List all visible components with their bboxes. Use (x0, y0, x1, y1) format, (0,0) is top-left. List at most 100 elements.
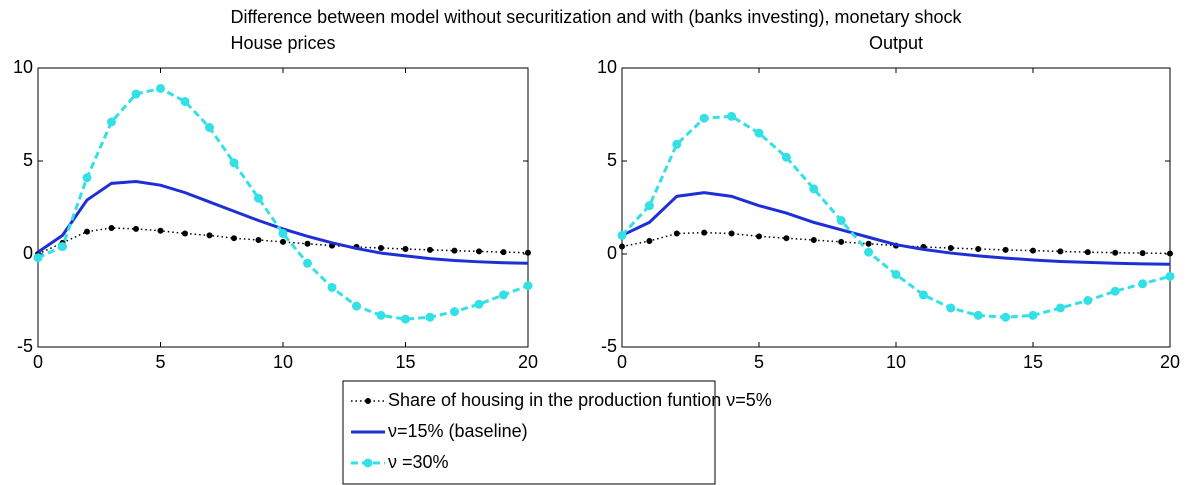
x-tick-label: 5 (155, 352, 165, 372)
series-marker (644, 201, 654, 211)
legend-label: ν =30% (388, 452, 449, 472)
y-tick-label: 10 (597, 57, 617, 77)
series-line (621, 191, 1171, 266)
series-marker (1055, 303, 1065, 313)
series-marker (1030, 247, 1036, 254)
series-marker (327, 282, 337, 292)
series-marker (376, 310, 386, 320)
series-marker (1112, 249, 1119, 256)
series-marker (206, 232, 213, 239)
figure-title: Difference between model without securit… (230, 7, 962, 27)
x-tick-label: 20 (1160, 352, 1180, 372)
series-line (620, 114, 1171, 319)
series-marker (1139, 250, 1146, 257)
series-marker (838, 238, 845, 245)
y-tick-label: 10 (13, 57, 33, 77)
series-marker (1083, 296, 1093, 305)
series-marker (699, 113, 709, 123)
series-marker (33, 253, 43, 263)
x-tick-label: 5 (754, 352, 764, 372)
series-marker (451, 247, 458, 254)
series-marker (836, 216, 846, 226)
series-marker (108, 224, 115, 231)
series-marker (280, 238, 286, 245)
series-marker (378, 245, 384, 252)
series-marker (402, 245, 409, 252)
series-marker (84, 228, 90, 235)
series-marker (1084, 249, 1091, 256)
series-marker (231, 235, 237, 242)
x-tick-label: 0 (617, 352, 627, 372)
series-marker (304, 240, 311, 247)
legend-marker (365, 398, 371, 404)
y-tick-label: -5 (601, 336, 617, 356)
series-marker (947, 245, 954, 252)
series-marker (425, 312, 435, 322)
series-marker (229, 158, 239, 168)
series-marker (1001, 312, 1011, 322)
series-marker (352, 301, 361, 311)
series-marker (107, 117, 116, 127)
series-marker (891, 269, 901, 279)
series-marker (157, 227, 164, 234)
x-tick-label: 15 (1023, 352, 1043, 372)
series-marker (1167, 250, 1173, 257)
series-marker (180, 96, 190, 106)
y-tick-label: 5 (23, 150, 33, 170)
series-marker (809, 184, 819, 194)
series-marker (427, 246, 433, 253)
series-marker (205, 123, 214, 133)
series-marker (918, 290, 928, 300)
series-marker (672, 139, 682, 149)
series-marker (303, 258, 312, 268)
series-marker (1057, 248, 1064, 255)
legend-box (342, 380, 716, 485)
series-marker (500, 249, 507, 256)
x-tick-label: 20 (518, 352, 538, 372)
series-marker (450, 307, 459, 317)
series-marker (474, 299, 484, 309)
series-marker (1138, 279, 1148, 289)
series-marker (865, 240, 872, 247)
series-marker (255, 237, 262, 244)
y-tick-label: -5 (17, 336, 33, 356)
x-tick-label: 0 (33, 352, 43, 372)
series-marker (58, 242, 67, 252)
y-tick-label: 0 (23, 243, 33, 263)
y-tick-label: 0 (607, 243, 617, 263)
series-marker (810, 237, 817, 244)
series-marker (476, 248, 482, 255)
series-marker (619, 243, 625, 250)
series-marker (1028, 310, 1038, 320)
series-marker (646, 237, 653, 244)
series-line (37, 227, 529, 255)
series-marker (133, 225, 139, 232)
series-marker (975, 245, 982, 252)
series-marker (617, 230, 627, 240)
legend-label: Share of housing in the production funti… (388, 390, 772, 410)
series-marker (523, 281, 533, 291)
axes-box (37, 67, 529, 348)
series-marker (1002, 246, 1009, 253)
series-marker (754, 128, 764, 138)
series-marker (525, 249, 531, 256)
axes-box (621, 67, 1171, 348)
series-marker (673, 230, 680, 237)
series-marker (156, 83, 165, 93)
legend-marker (363, 458, 373, 468)
series-marker (781, 152, 791, 162)
series-marker (973, 310, 983, 320)
series-marker (131, 89, 141, 99)
series-marker (401, 314, 410, 324)
series-line (37, 179, 529, 265)
series-line (37, 86, 529, 321)
series-marker (946, 303, 956, 313)
series-marker (756, 233, 762, 240)
series-marker (864, 247, 874, 257)
x-tick-label: 15 (395, 352, 415, 372)
series-marker (701, 229, 708, 236)
series-marker (82, 173, 92, 183)
legend-label: ν=15% (baseline) (388, 421, 528, 441)
series-marker (783, 235, 790, 242)
